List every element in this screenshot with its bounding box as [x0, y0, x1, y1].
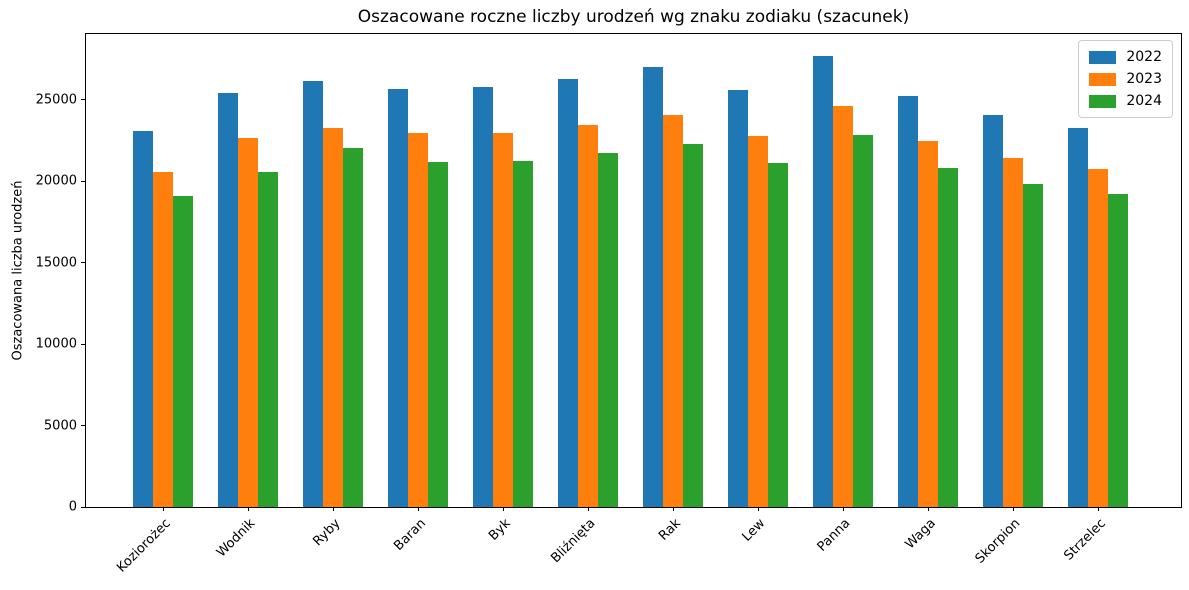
bar-2024-Byk	[513, 161, 533, 507]
x-tick-mark	[673, 507, 674, 511]
x-tick-mark	[418, 507, 419, 511]
bar-2023-Ryby	[323, 127, 343, 507]
legend-swatch-2022	[1089, 50, 1116, 64]
y-tick-mark	[81, 262, 85, 264]
bar-2024-Panna	[853, 134, 873, 507]
x-tick-label-Koziorożec: Koziorożec	[114, 516, 174, 576]
x-tick-label-Byk: Byk	[485, 516, 514, 544]
y-tick-label: 5000	[43, 418, 77, 434]
bar-group	[133, 34, 193, 507]
y-tick-label: 20000	[35, 173, 77, 189]
bar-group	[218, 34, 278, 507]
legend-label-2022: 2022	[1126, 49, 1162, 65]
x-tick-mark	[928, 507, 929, 511]
x-tick-mark	[1098, 507, 1099, 511]
bar-2022-Rak	[643, 67, 663, 507]
bar-2022-Bliźnięta	[558, 78, 578, 507]
bar-group	[643, 34, 703, 507]
bar-2024-Skorpion	[1023, 183, 1043, 507]
bar-2023-Byk	[493, 132, 513, 507]
x-tick-mark	[163, 507, 164, 511]
y-tick-label: 10000	[35, 336, 77, 352]
bar-2023-Strzelec	[1088, 169, 1108, 507]
x-tick-label-Rak: Rak	[655, 516, 684, 544]
x-tick-mark	[503, 507, 504, 511]
x-tick-label-Bliźnięta: Bliźnięta	[548, 516, 599, 567]
bar-2022-Strzelec	[1068, 128, 1088, 507]
y-tick-label: 0	[68, 499, 77, 515]
x-tick-label-Waga: Waga	[902, 516, 939, 553]
bar-2024-Rak	[683, 143, 703, 507]
bar-2024-Koziorożec	[173, 196, 193, 507]
x-tick-label-Baran: Baran	[390, 516, 429, 554]
x-tick-label-Panna: Panna	[814, 516, 854, 555]
bar-2023-Rak	[663, 115, 683, 507]
x-tick-mark	[588, 507, 589, 511]
x-tick-mark	[248, 507, 249, 511]
bar-2023-Panna	[833, 106, 853, 507]
legend-label-2023: 2023	[1126, 71, 1162, 87]
bar-2022-Skorpion	[983, 115, 1003, 507]
x-tick-mark	[758, 507, 759, 511]
bar-2024-Waga	[938, 168, 958, 507]
x-tick-label-Skorpion: Skorpion	[972, 516, 1024, 567]
bar-2022-Byk	[473, 86, 493, 507]
legend-swatch-2023	[1089, 72, 1116, 86]
y-tick-label: 25000	[35, 92, 77, 108]
bar-2023-Waga	[918, 141, 938, 507]
bar-2022-Wodnik	[218, 93, 238, 507]
x-tick-label-Ryby: Ryby	[310, 516, 344, 550]
bar-2022-Waga	[898, 95, 918, 507]
chart-title: Oszacowane roczne liczby urodzeń wg znak…	[357, 7, 910, 27]
legend-item-2024: 2024	[1089, 93, 1162, 109]
bar-2024-Bliźnięta	[598, 152, 618, 507]
bar-group	[1068, 34, 1128, 507]
bar-2023-Skorpion	[1003, 157, 1023, 507]
bar-group	[813, 34, 873, 507]
bar-group	[983, 34, 1043, 507]
bar-2024-Baran	[428, 161, 448, 507]
bar-group	[898, 34, 958, 507]
legend-swatch-2024	[1089, 94, 1116, 108]
y-tick-mark	[81, 506, 85, 508]
bar-2024-Ryby	[343, 147, 363, 507]
legend-label-2024: 2024	[1126, 93, 1162, 109]
legend: 2022 2023 2024	[1078, 40, 1173, 118]
x-tick-mark	[333, 507, 334, 511]
bar-2023-Koziorożec	[153, 171, 173, 507]
bar-group	[558, 34, 618, 507]
y-tick-label: 15000	[35, 255, 77, 271]
x-tick-mark	[843, 507, 844, 511]
y-axis-label: Oszacowana liczba urodzeń	[10, 180, 26, 361]
legend-item-2022: 2022	[1089, 49, 1162, 65]
plot-area: 2022 2023 2024 0 5000 10000 15000 20000 25000…	[36, 33, 1182, 576]
bar-2022-Ryby	[303, 81, 323, 507]
x-tick-mark	[1013, 507, 1014, 511]
y-tick-mark	[81, 99, 85, 101]
x-tick-label-Strzelec: Strzelec	[1061, 516, 1109, 564]
bar-2023-Baran	[408, 133, 428, 507]
bar-2022-Baran	[388, 89, 408, 507]
x-tick-label-Wodnik: Wodnik	[214, 516, 259, 561]
y-tick-mark	[81, 343, 85, 345]
bar-2024-Strzelec	[1108, 193, 1128, 507]
bar-2023-Lew	[748, 135, 768, 507]
bar-2023-Bliźnięta	[578, 125, 598, 507]
bar-group	[728, 34, 788, 507]
y-tick-mark	[81, 180, 85, 182]
bar-2022-Panna	[813, 55, 833, 507]
bar-2023-Wodnik	[238, 138, 258, 507]
y-tick-mark	[81, 425, 85, 427]
bar-2022-Koziorożec	[133, 130, 153, 507]
bar-group	[473, 34, 533, 507]
bar-group	[303, 34, 363, 507]
bar-2022-Lew	[728, 90, 748, 507]
bar-group	[388, 34, 448, 507]
bar-2024-Wodnik	[258, 171, 278, 507]
legend-item-2023: 2023	[1089, 71, 1162, 87]
bar-2024-Lew	[768, 162, 788, 507]
x-tick-label-Lew: Lew	[739, 516, 769, 545]
